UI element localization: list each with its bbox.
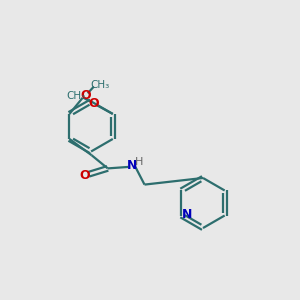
Text: O: O xyxy=(80,89,91,102)
Text: N: N xyxy=(182,208,192,221)
Text: N: N xyxy=(127,159,137,172)
Text: CH₃: CH₃ xyxy=(91,80,110,90)
Text: CH₃: CH₃ xyxy=(66,91,85,101)
Text: O: O xyxy=(88,97,99,110)
Text: O: O xyxy=(80,169,90,182)
Text: H: H xyxy=(135,157,143,166)
